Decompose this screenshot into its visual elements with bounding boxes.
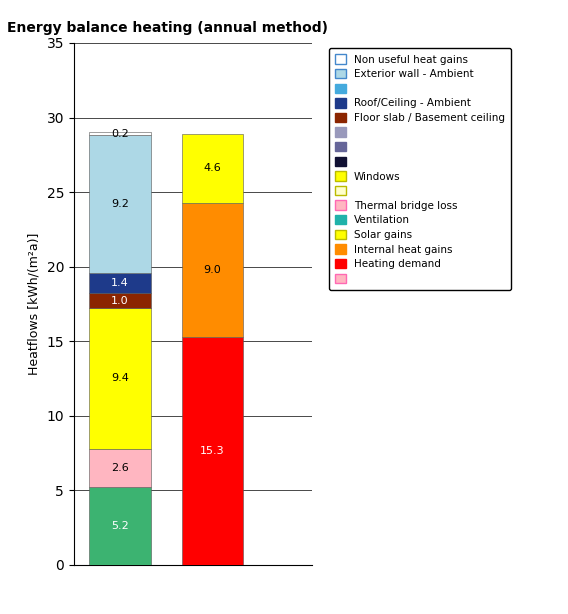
Bar: [89, 488, 151, 565]
Bar: [89, 133, 151, 136]
Bar: [89, 293, 151, 308]
Text: 15.3: 15.3: [200, 446, 225, 456]
Text: 9.2: 9.2: [111, 199, 129, 209]
Legend: Non useful heat gains, Exterior wall - Ambient, , Roof/Ceiling - Ambient, Floor : Non useful heat gains, Exterior wall - A…: [329, 48, 511, 290]
Text: Energy balance heating (annual method): Energy balance heating (annual method): [7, 21, 328, 35]
Bar: [89, 136, 151, 273]
Text: 9.4: 9.4: [111, 373, 129, 384]
Text: 1.0: 1.0: [111, 296, 129, 306]
Bar: [89, 449, 151, 488]
Text: 0.0: 0.0: [111, 262, 129, 272]
Bar: [182, 203, 243, 336]
Bar: [89, 308, 151, 449]
Text: 0.0: 0.0: [111, 298, 129, 308]
Bar: [89, 273, 151, 293]
Text: 0.0: 0.0: [111, 438, 129, 448]
Text: 4.6: 4.6: [203, 163, 221, 173]
Text: 5.2: 5.2: [111, 521, 129, 531]
Text: 1.4: 1.4: [111, 278, 129, 288]
Bar: [182, 336, 243, 565]
Text: 2.6: 2.6: [111, 463, 129, 473]
Text: 9.0: 9.0: [203, 265, 221, 274]
Text: 0.2: 0.2: [111, 129, 129, 139]
Y-axis label: Heatflows [kWh/(m²a)]: Heatflows [kWh/(m²a)]: [28, 233, 41, 375]
Text: 0.0: 0.0: [203, 554, 221, 564]
Bar: [182, 134, 243, 203]
